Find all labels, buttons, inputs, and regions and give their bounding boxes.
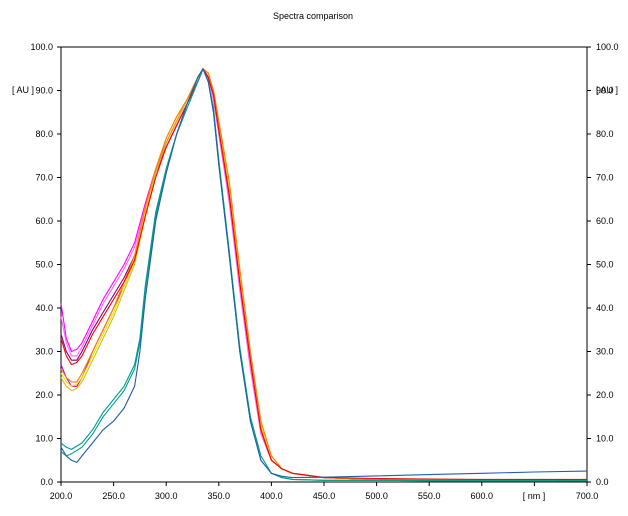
- spectrum-line-7: [60, 68, 588, 482]
- y-tick-label-left: 50.0: [35, 260, 53, 270]
- ticks-group: 0.0 0.0 10.0 10.0 20.0 20.0 30.0 30.0 40.0 40.0 50…: [30, 42, 618, 501]
- y-tick-label-left: 100.0: [30, 42, 53, 52]
- spectrum-line-5: [60, 68, 588, 482]
- x-tick-label: 250.0: [102, 491, 125, 501]
- series-group: [60, 68, 588, 482]
- plot-frame: [60, 46, 588, 483]
- y-tick-label-right: 40.0: [596, 303, 614, 313]
- y-tick-label-right: 70.0: [596, 173, 614, 183]
- y-tick-label-left: 70.0: [35, 173, 53, 183]
- spectrum-line-10: [60, 68, 587, 482]
- y-tick-label-right: 60.0: [596, 216, 614, 226]
- y-tick-label-right: 0.0: [596, 477, 609, 487]
- y-tick-label-left: 80.0: [35, 129, 53, 139]
- spectrum-line-6: [60, 68, 588, 482]
- y-tick-label-left: 0.0: [40, 477, 53, 487]
- x-tick-label: 300.0: [155, 491, 178, 501]
- x-tick-label: 550.0: [418, 491, 441, 501]
- y-tick-label-left: 60.0: [35, 216, 53, 226]
- y-tick-label-right: 30.0: [596, 347, 614, 357]
- chart-title: Spectra comparison: [273, 11, 353, 21]
- y-tick-label-right: 20.0: [596, 390, 614, 400]
- y-tick-label-left: 10.0: [35, 434, 53, 444]
- spectrum-line-3: [60, 68, 588, 482]
- y-tick-label-right: 10.0: [596, 434, 614, 444]
- x-axis-label: [ nm ]: [523, 491, 546, 501]
- x-tick-label: 400.0: [260, 491, 283, 501]
- y-axis-label-left: [ AU ]: [12, 85, 34, 95]
- y-tick-label-right: 50.0: [596, 260, 614, 270]
- spectrum-line-9: [60, 68, 587, 482]
- x-tick-label: 350.0: [208, 491, 231, 501]
- spectrum-line-8: [60, 68, 587, 480]
- y-tick-label-right: 100.0: [596, 42, 619, 52]
- axes-group: [60, 46, 588, 483]
- x-tick-label: 200.0: [50, 491, 73, 501]
- x-tick-label: 700.0: [576, 491, 599, 501]
- y-tick-label-right: 80.0: [596, 129, 614, 139]
- spectrum-line-4: [60, 68, 588, 482]
- x-tick-label: 500.0: [365, 491, 388, 501]
- spectrum-line-1: [60, 68, 588, 482]
- y-axis-label-right: [ AU ]: [596, 85, 618, 95]
- y-tick-label-left: 40.0: [35, 303, 53, 313]
- y-tick-label-left: 90.0: [35, 86, 53, 96]
- y-tick-label-left: 20.0: [35, 390, 53, 400]
- x-tick-label: 450.0: [313, 491, 336, 501]
- y-tick-label-left: 30.0: [35, 347, 53, 357]
- spectrum-line-11: [60, 68, 588, 479]
- x-tick-label: 600.0: [471, 491, 494, 501]
- spectrum-line-2: [60, 68, 588, 482]
- y-tick-label-right: 90.0: [596, 86, 614, 96]
